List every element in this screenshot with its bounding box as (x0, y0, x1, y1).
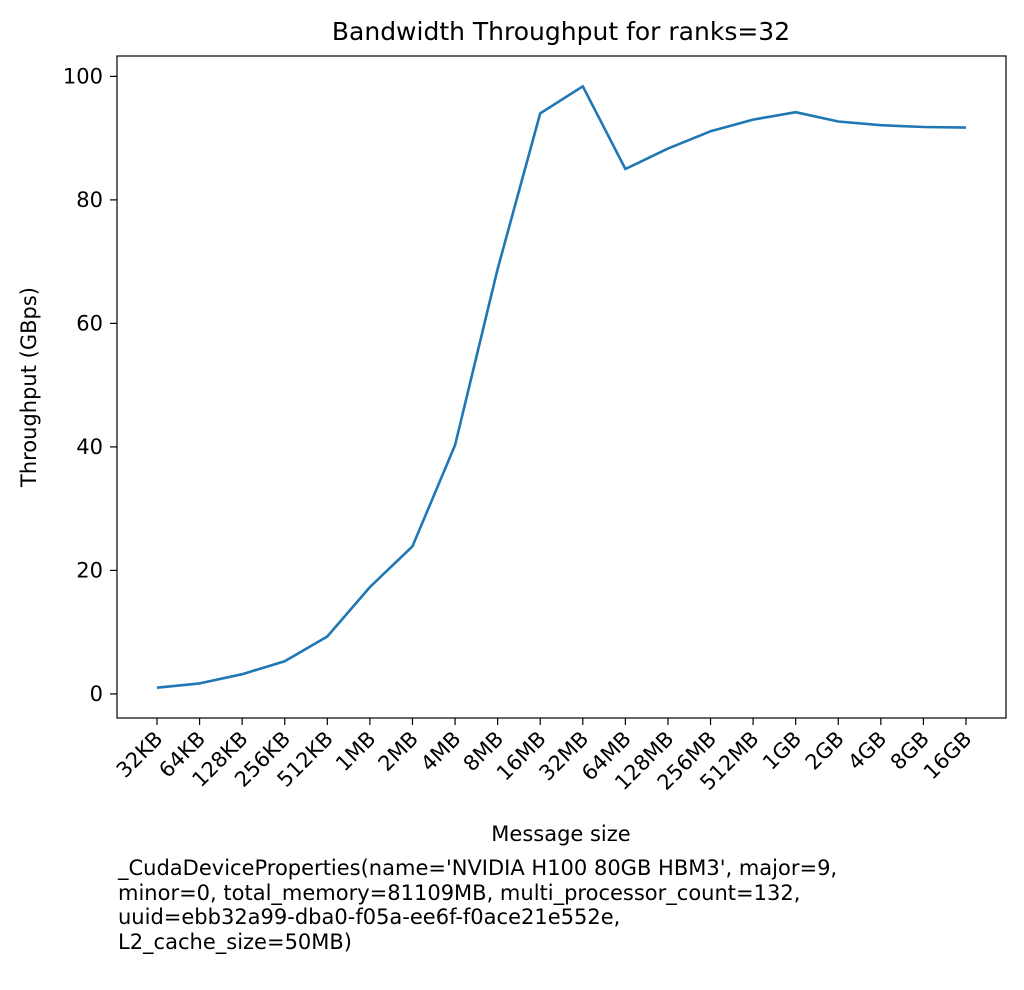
y-tick-label: 40 (76, 435, 103, 459)
device-properties-caption: _CudaDeviceProperties(name='NVIDIA H100 … (118, 856, 838, 954)
chart-title: Bandwidth Throughput for ranks=32 (332, 17, 790, 46)
x-tick-label: 2MB (374, 727, 423, 776)
y-axis-label: Throughput (GBps) (17, 287, 41, 488)
y-tick-label: 20 (76, 558, 103, 582)
y-tick-label: 0 (90, 682, 103, 706)
x-axis: 32KB64KB128KB256KB512KB1MB2MB4MB8MB16MB3… (112, 718, 977, 795)
y-tick-label: 60 (76, 311, 103, 335)
x-tick-label: 1MB (331, 727, 380, 776)
y-axis: 0 20 40 60 80 100 (63, 64, 117, 706)
chart-svg: 0 20 40 60 80 100 32KB64KB128KB256KB512KB1MB2… (17, 17, 1007, 846)
x-tick-label: 4MB (416, 727, 465, 776)
y-tick-label: 100 (63, 64, 103, 88)
x-tick-label: 32KB (112, 727, 168, 783)
x-tick-label: 16GB (919, 727, 977, 785)
x-tick-label: 2GB (801, 727, 849, 775)
y-tick-label: 80 (76, 188, 103, 212)
x-axis-label: Message size (491, 822, 630, 846)
x-tick-label: 1GB (758, 727, 806, 775)
x-tick-label: 4GB (843, 727, 891, 775)
series-line (156, 85, 967, 689)
plot-frame (116, 55, 1007, 719)
